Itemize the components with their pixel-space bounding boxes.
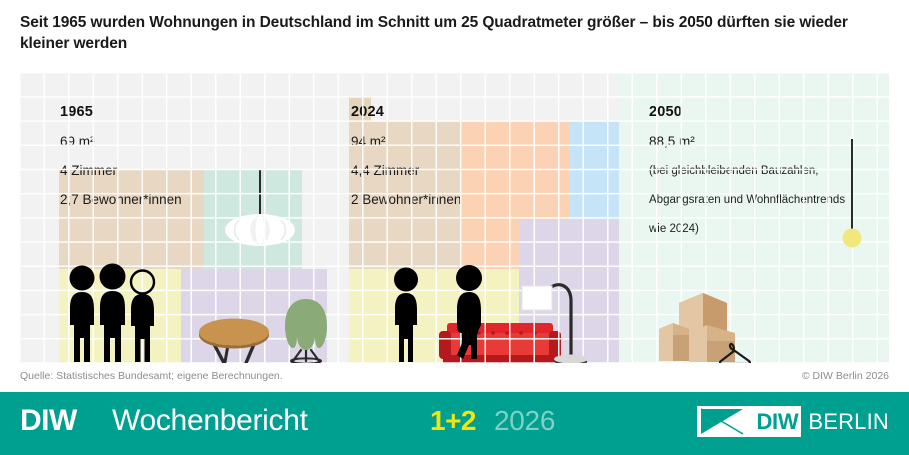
- person-silhouette-icon: [393, 267, 419, 363]
- armchair-icon: [283, 298, 329, 363]
- person-silhouette-icon: [453, 265, 485, 363]
- page-title: Seit 1965 wurden Wohnungen in Deutschlan…: [20, 14, 848, 53]
- panel-rooms-2024: 4,4 Zimmer: [351, 163, 420, 178]
- clothes-hanger-icon: [718, 339, 751, 363]
- person-silhouette-icon: [129, 269, 156, 363]
- brand-publication: Wochenbericht: [112, 404, 308, 437]
- brand-bar: DIW Wochenbericht 1+2 2026 DIW BERLIN: [0, 392, 909, 455]
- infographic-canvas: 1965 69 m² 4 Zimmer 2,7 Bewohner*innen: [20, 73, 889, 363]
- panel-2050: 2050 88,5 m² (bei gleichbleibenden Bauza…: [619, 73, 889, 363]
- source-note: Quelle: Statistisches Bundesamt; eigene …: [20, 370, 283, 382]
- logo-diw-text: DIW: [756, 408, 799, 434]
- panel-area-2024: 94 m²: [351, 134, 386, 149]
- person-silhouette-icon: [98, 263, 127, 363]
- panel-area-1965: 69 m²: [60, 134, 95, 149]
- panel-occupants-2024: 2 Bewohner*innen: [351, 192, 462, 207]
- panel-occupants-1965: 2,7 Bewohner*innen: [60, 192, 182, 207]
- logo-berlin-text: BERLIN: [808, 408, 889, 434]
- panel-rooms-1965: 4 Zimmer: [60, 163, 117, 178]
- panel-note-2050-line1: (bei gleichbleibenden Bauzahlen,: [649, 165, 819, 177]
- panel-note-2050-line3: wie 2024): [649, 223, 699, 235]
- panel-area-2050: 88,5 m²: [649, 134, 695, 149]
- diw-logo-mark-icon: DIW: [697, 406, 802, 437]
- panel-2024: 2024 94 m² 4,4 Zimmer 2 Bewohner*innen: [339, 73, 629, 363]
- copyright-note: © DIW Berlin 2026: [801, 370, 889, 382]
- panel-1965: 1965 69 m² 4 Zimmer 2,7 Bewohner*innen: [30, 73, 329, 363]
- bare-bulb-icon: [841, 139, 863, 254]
- floor-lamp-icon: [519, 273, 588, 363]
- diw-berlin-logo: DIW BERLIN: [697, 406, 889, 437]
- person-silhouette-icon: [68, 265, 96, 363]
- coffee-table-icon: [198, 316, 270, 363]
- brand-diw: DIW: [20, 404, 77, 437]
- block-tan-1965: [59, 170, 204, 269]
- pendant-lamp-icon: [225, 170, 295, 246]
- panel-year-2024: 2024: [351, 104, 385, 120]
- brand-issue-year: 2026: [494, 405, 556, 436]
- panel-year-2050: 2050: [649, 104, 683, 120]
- brand-issue-number: 1+2: [430, 405, 477, 436]
- panel-year-1965: 1965: [60, 104, 94, 120]
- panel-note-2050-line2: Abgangsraten und Wohnflächentrends: [649, 194, 846, 206]
